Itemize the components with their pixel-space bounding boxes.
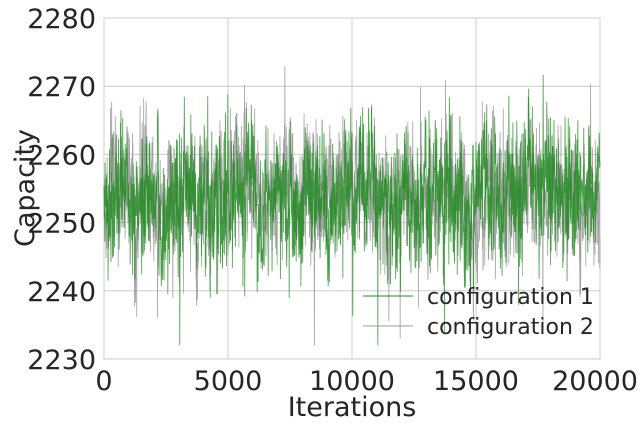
x-tick-label: 20000	[552, 366, 638, 397]
y-tick-label: 2270	[27, 72, 96, 103]
y-ticks: 2230 2240 2250 2260 2270 2280	[27, 4, 96, 376]
legend-label-configuration-2: configuration 2	[427, 315, 594, 340]
x-tick-label: 0	[95, 366, 112, 397]
y-tick-label: 2240	[27, 277, 96, 308]
x-ticks: 0 5000 10000 15000 20000	[95, 366, 638, 397]
x-axis-label: Iterations	[288, 392, 417, 423]
y-tick-label: 2260	[27, 140, 96, 171]
y-tick-label: 2280	[27, 4, 96, 35]
x-tick-label: 15000	[433, 366, 519, 397]
series-layer	[103, 65, 601, 346]
x-tick-label: 5000	[194, 366, 263, 397]
series-line-configuration-1	[103, 75, 601, 346]
y-axis-label: Capacity	[10, 129, 41, 247]
y-tick-label: 2230	[27, 345, 96, 376]
legend-label-configuration-1: configuration 1	[427, 285, 594, 310]
x-tick-label: 10000	[309, 366, 395, 397]
y-tick-label: 2250	[27, 209, 96, 240]
legend: configuration 1 configuration 2	[363, 285, 594, 340]
